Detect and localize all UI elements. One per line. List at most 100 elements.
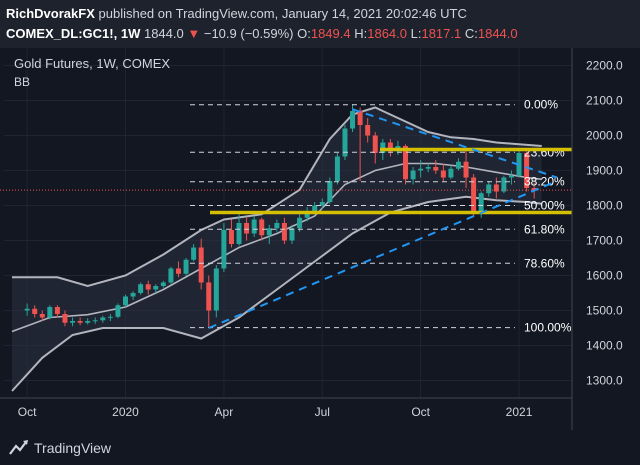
candle xyxy=(70,317,76,327)
candle xyxy=(289,224,295,244)
time-tick-label: Jul xyxy=(315,405,330,419)
candle-body xyxy=(463,161,469,178)
candle xyxy=(183,258,189,276)
indicator-label[interactable]: BB xyxy=(14,75,30,89)
candle xyxy=(440,163,446,181)
candle-body xyxy=(448,168,454,178)
open-label: O: xyxy=(297,26,311,41)
candle-body xyxy=(228,230,234,244)
candle xyxy=(455,158,461,171)
candle xyxy=(145,280,151,295)
candle-body xyxy=(403,146,409,180)
candle-body xyxy=(183,259,189,274)
trendline xyxy=(208,180,558,329)
tradingview-brand[interactable]: TradingView xyxy=(34,440,112,456)
candle xyxy=(107,314,113,321)
candle-body xyxy=(92,320,98,322)
candle-body xyxy=(508,175,514,178)
candle xyxy=(47,305,53,320)
candle-body xyxy=(236,223,242,244)
close-value: 1844.0 xyxy=(477,26,518,41)
candle xyxy=(62,310,68,327)
time-axis[interactable]: Oct 2020 Apr Jul Oct 2021 xyxy=(18,405,533,419)
time-tick-label: Apr xyxy=(215,405,234,419)
trendlines xyxy=(208,108,558,329)
author-name[interactable]: RichDvorakFX xyxy=(6,6,95,21)
price-axis[interactable]: 1300.0 1400.0 1500.0 1600.0 1700.0 1800.0 1900… xyxy=(0,48,640,430)
fibonacci-retracement: 0.00% 23.60% 38.20% 50.00% 61.80% 78.60% 100.0… xyxy=(190,98,572,335)
candle-body xyxy=(493,184,499,192)
candle-body xyxy=(387,142,393,152)
candle xyxy=(448,165,454,180)
high-value: 1864.0 xyxy=(367,26,407,41)
price-tick-label: 2000.0 xyxy=(586,129,623,143)
time-tick-label: 2020 xyxy=(112,405,139,419)
candle-body xyxy=(198,247,204,283)
candle xyxy=(251,216,257,237)
price-axis-bg xyxy=(572,48,640,430)
candle xyxy=(54,305,60,318)
candle xyxy=(228,219,234,248)
down-arrow-icon: ▼ xyxy=(187,26,201,41)
candle-body xyxy=(281,223,287,241)
open-value: 1849.4 xyxy=(310,26,351,41)
fib-level-label: 100.00% xyxy=(524,321,572,335)
footer-bar xyxy=(0,430,640,465)
candle-body xyxy=(372,135,378,153)
price-chart[interactable]: 0.00% 23.60% 38.20% 50.00% 61.80% 78.60% 100.0… xyxy=(0,48,640,430)
candle xyxy=(85,318,91,325)
candle-body xyxy=(123,296,129,306)
candle xyxy=(32,305,38,318)
candle xyxy=(24,303,30,316)
low-value: 1817.1 xyxy=(421,26,462,41)
candle xyxy=(357,107,363,181)
candle xyxy=(493,177,499,199)
candle xyxy=(221,223,227,272)
candle-body xyxy=(168,268,174,283)
candle-body xyxy=(357,111,363,125)
candle-body xyxy=(266,228,272,236)
candle-body xyxy=(39,314,45,318)
candle-body xyxy=(433,167,439,171)
candle xyxy=(123,294,129,307)
candle-body xyxy=(130,293,136,297)
candle-body xyxy=(160,282,166,286)
bollinger-middle-line xyxy=(11,162,542,333)
high-label: H: xyxy=(354,26,368,41)
candle xyxy=(92,317,98,324)
candle-body xyxy=(32,308,38,314)
candle xyxy=(266,224,272,244)
candle-body xyxy=(85,321,91,323)
tradingview-logo-icon[interactable] xyxy=(8,438,32,458)
candle xyxy=(334,153,340,185)
candle-body xyxy=(440,170,446,178)
symbol-label[interactable]: COMEX_DL:GC1!, 1W xyxy=(6,26,141,41)
candle xyxy=(160,280,166,288)
candle-body xyxy=(206,282,212,311)
candle-body xyxy=(327,181,333,202)
price-tick-label: 1700.0 xyxy=(586,234,623,248)
candle-body xyxy=(455,161,461,169)
candle xyxy=(418,160,424,178)
candle xyxy=(115,303,121,319)
candle xyxy=(191,244,197,262)
bollinger-upper-line xyxy=(12,106,542,288)
candle-body xyxy=(70,321,76,323)
candle-body xyxy=(342,128,348,157)
candle-body xyxy=(319,202,325,206)
candle xyxy=(319,198,325,209)
time-tick-label: 2021 xyxy=(506,405,533,419)
candle xyxy=(198,238,204,290)
published-text: published on TradingView.com, January 14… xyxy=(98,6,467,21)
candle xyxy=(168,266,174,285)
candle xyxy=(524,151,530,192)
candle-body xyxy=(138,284,144,293)
candle-body xyxy=(478,193,484,213)
candle-body xyxy=(259,219,265,236)
candle-body xyxy=(425,167,431,169)
candle-body xyxy=(531,188,537,191)
candle xyxy=(350,104,356,132)
candle-body xyxy=(24,308,30,311)
price-tick-label: 1900.0 xyxy=(586,164,623,178)
chart-header-bar: RichDvorakFX published on TradingView.co… xyxy=(0,0,640,48)
